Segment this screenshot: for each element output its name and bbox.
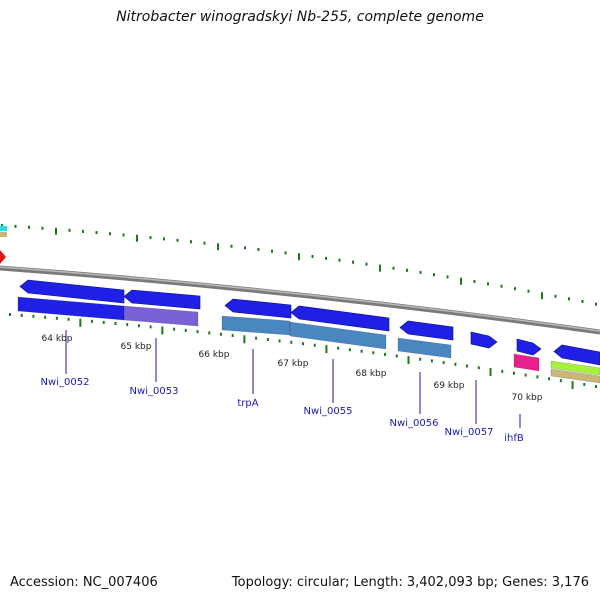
red-marker xyxy=(0,250,6,264)
cds-bar xyxy=(397,337,452,359)
ruler-label: 70 kbp xyxy=(512,393,543,403)
gene-label: ihfB xyxy=(504,433,524,444)
gene-arrow xyxy=(516,338,542,356)
backbone-line xyxy=(0,265,600,335)
accession-text: Accession: NC_007406 xyxy=(10,575,158,590)
gene-arrow xyxy=(470,331,498,349)
genome-summary: Topology: circular; Length: 3,402,093 bp… xyxy=(231,575,589,590)
ruler-label: 67 kbp xyxy=(278,359,309,369)
gene-label: trpA xyxy=(237,398,258,409)
gene-arrow xyxy=(123,289,201,310)
ruler-labels: 64 kbp 65 kbp 66 kbp 67 kbp 68 kbp 69 kbp 70 k… xyxy=(42,334,543,403)
gene-arrow xyxy=(290,305,390,332)
ruler-label: 66 kbp xyxy=(199,350,230,360)
backbone-highlight xyxy=(0,266,600,332)
gene-arrow xyxy=(553,344,600,366)
gene-label: Nwi_0052 xyxy=(41,377,90,388)
gene-arrow xyxy=(399,320,454,341)
cds-bar xyxy=(289,321,387,350)
cds-bar xyxy=(550,368,600,384)
cds-bar xyxy=(221,315,291,336)
ruler-label: 69 kbp xyxy=(434,381,465,391)
cds-bar xyxy=(550,360,600,376)
feature-layer xyxy=(0,226,600,384)
outer-tick-track xyxy=(1,224,597,306)
gene-label: Nwi_0056 xyxy=(390,418,439,429)
ruler-label: 64 kbp xyxy=(42,334,73,344)
map-title: Nitrobacter winogradskyi Nb-255, complet… xyxy=(116,9,484,25)
cds-bar xyxy=(123,305,199,327)
genome-backbone xyxy=(0,265,600,335)
inner-tick-track xyxy=(9,313,597,390)
ruler-label: 65 kbp xyxy=(121,342,152,352)
cds-fragment xyxy=(0,226,7,231)
cds-fragment xyxy=(0,232,7,237)
gene-arrow xyxy=(224,298,292,319)
gene-labels: Nwi_0052 Nwi_0053 trpA Nwi_0055 Nwi_0056 Nwi_… xyxy=(41,330,524,444)
ruler-label: 68 kbp xyxy=(356,369,387,379)
gene-label: Nwi_0055 xyxy=(304,406,353,417)
cds-bar xyxy=(513,353,540,372)
gene-label: Nwi_0057 xyxy=(445,427,494,438)
gene-label: Nwi_0053 xyxy=(130,386,179,397)
